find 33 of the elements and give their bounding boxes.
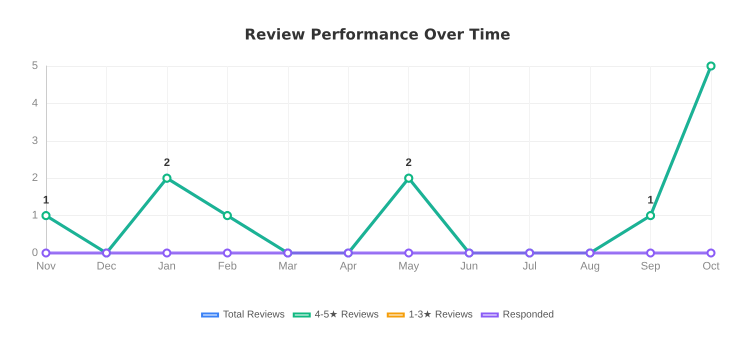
data-label: 2: [406, 157, 412, 170]
x-tick-label: Aug: [580, 260, 600, 272]
data-label: 1: [42, 194, 50, 207]
x-tick-label: May: [398, 260, 420, 272]
point: [222, 248, 232, 258]
chart-title: Review Performance Over Time: [244, 26, 510, 44]
x-tick-label: Sep: [640, 260, 660, 272]
point: [404, 248, 414, 258]
point: [706, 248, 716, 258]
data-label: 1: [647, 194, 654, 207]
legend-label: Responded: [502, 310, 554, 320]
x-tick-label: Nov: [36, 260, 56, 272]
x-tick-label: Feb: [218, 260, 237, 272]
x-tick-label: Apr: [340, 260, 358, 272]
y-tick-label: 2: [32, 172, 38, 184]
x-tick-label: Jan: [158, 260, 176, 272]
point: [42, 248, 50, 258]
legend-label: 1-3★ Reviews: [408, 310, 473, 320]
x-tick-label: Jun: [460, 260, 478, 272]
x-tick-label: Dec: [96, 260, 117, 272]
x-tick-label: Oct: [702, 260, 720, 272]
legend-label: 4-5★ Reviews: [314, 310, 379, 320]
y-tick-label: 3: [32, 134, 38, 147]
point: [162, 248, 172, 258]
point: [646, 248, 656, 258]
x-tick-label: Jul: [522, 260, 537, 272]
data-label: 2: [164, 157, 170, 170]
y-tick-label: 5: [32, 60, 38, 72]
x-tick-label: Mar: [278, 260, 298, 272]
legend-label: Total Reviews: [223, 310, 285, 320]
y-tick-label: 4: [32, 97, 38, 110]
y-tick-label: 0: [32, 247, 38, 259]
y-tick-label: 1: [32, 210, 38, 222]
